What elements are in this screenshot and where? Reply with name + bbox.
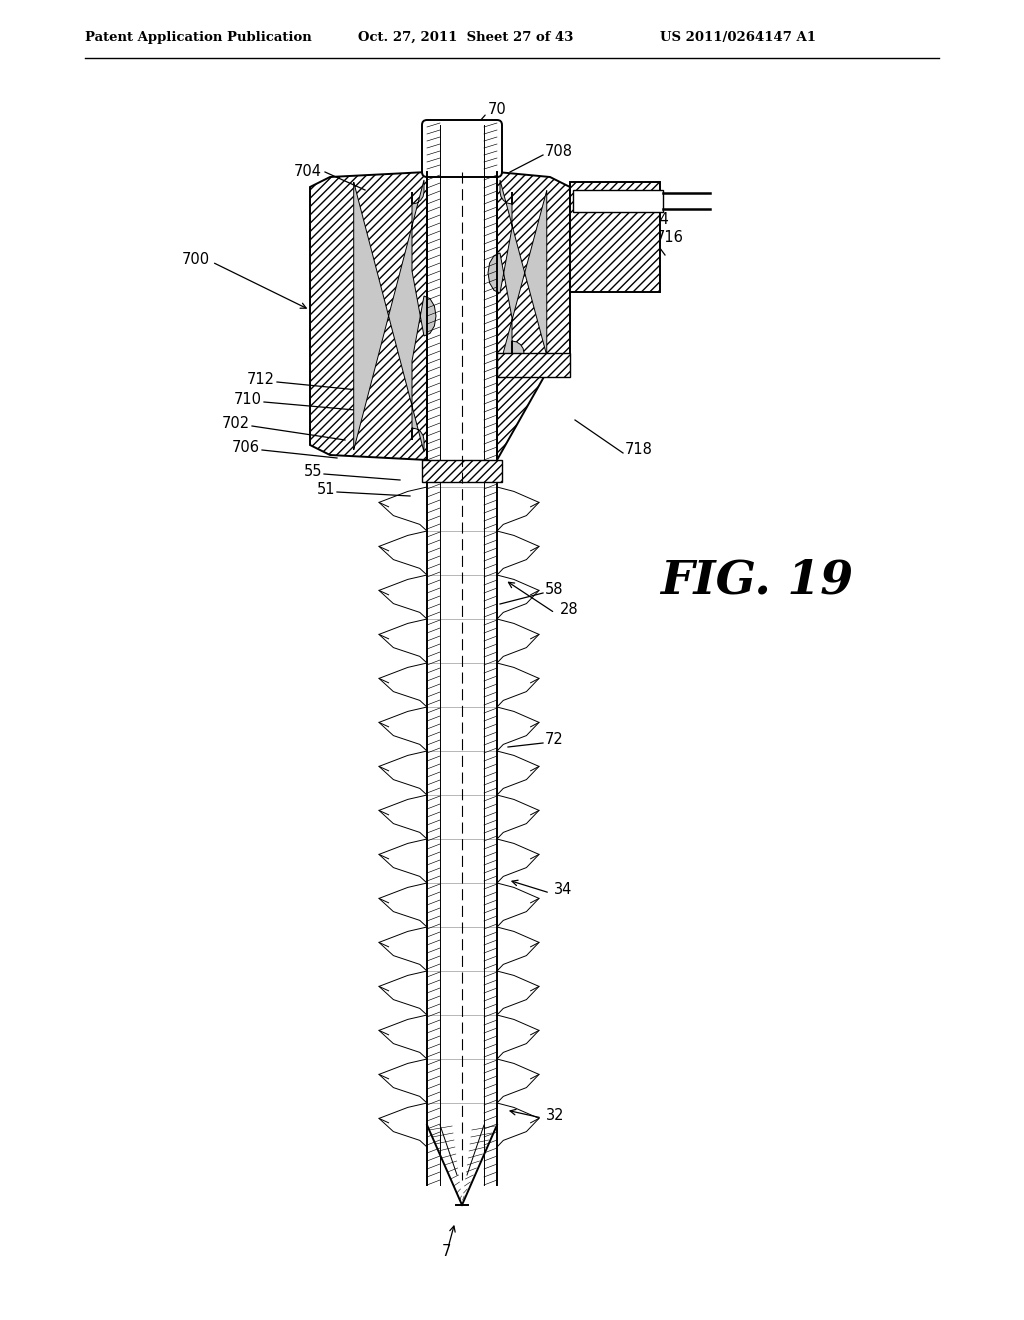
Text: 704: 704 xyxy=(294,165,322,180)
Text: 34: 34 xyxy=(554,883,572,898)
Text: 716: 716 xyxy=(656,230,684,244)
Polygon shape xyxy=(570,182,660,292)
Text: 32: 32 xyxy=(546,1107,564,1122)
Text: 55: 55 xyxy=(303,465,322,479)
Text: 706: 706 xyxy=(232,441,260,455)
Text: Oct. 27, 2011  Sheet 27 of 43: Oct. 27, 2011 Sheet 27 of 43 xyxy=(358,30,573,44)
Text: 72: 72 xyxy=(545,733,564,747)
Text: 28: 28 xyxy=(560,602,579,618)
Text: 710: 710 xyxy=(234,392,262,408)
Text: 712: 712 xyxy=(247,372,275,388)
Polygon shape xyxy=(310,172,427,459)
Text: 700: 700 xyxy=(182,252,210,268)
Text: 58: 58 xyxy=(545,582,563,598)
Polygon shape xyxy=(573,190,663,213)
Polygon shape xyxy=(488,180,547,366)
Text: 70: 70 xyxy=(488,103,507,117)
Text: Patent Application Publication: Patent Application Publication xyxy=(85,30,311,44)
Text: 51: 51 xyxy=(316,483,335,498)
Text: 708: 708 xyxy=(545,144,573,160)
Polygon shape xyxy=(353,180,436,451)
Text: FIG. 19: FIG. 19 xyxy=(660,557,853,603)
Polygon shape xyxy=(497,352,570,378)
Text: US 2011/0264147 A1: US 2011/0264147 A1 xyxy=(660,30,816,44)
Polygon shape xyxy=(422,459,502,482)
Polygon shape xyxy=(497,172,570,459)
Text: 702: 702 xyxy=(222,417,250,432)
Text: 718: 718 xyxy=(625,442,653,458)
Text: 714: 714 xyxy=(642,213,670,227)
FancyBboxPatch shape xyxy=(422,120,502,177)
Text: 7: 7 xyxy=(441,1245,451,1259)
